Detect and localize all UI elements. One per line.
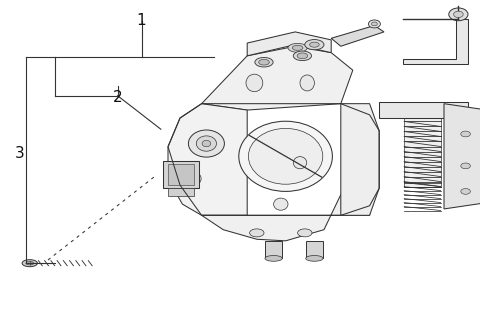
Ellipse shape [250,229,264,237]
Ellipse shape [259,59,269,65]
Ellipse shape [449,8,468,21]
Ellipse shape [461,131,470,137]
Ellipse shape [305,40,324,50]
Ellipse shape [22,260,37,267]
Polygon shape [202,46,353,110]
Polygon shape [168,188,194,196]
Polygon shape [331,26,384,46]
Polygon shape [404,116,441,187]
Ellipse shape [246,74,263,92]
Ellipse shape [249,129,323,184]
Ellipse shape [297,53,308,59]
Ellipse shape [306,256,323,261]
Ellipse shape [288,43,307,52]
Ellipse shape [292,45,303,50]
Ellipse shape [369,20,381,28]
Polygon shape [403,19,468,64]
Ellipse shape [26,262,34,265]
Ellipse shape [298,229,312,237]
Ellipse shape [265,256,282,261]
Ellipse shape [188,172,201,185]
Polygon shape [168,104,247,215]
Ellipse shape [293,51,312,61]
Ellipse shape [293,157,307,169]
Polygon shape [444,104,480,209]
Polygon shape [265,241,282,258]
Polygon shape [163,161,199,188]
Text: 1: 1 [137,13,146,28]
Text: 2: 2 [113,90,122,105]
Ellipse shape [310,42,319,47]
Ellipse shape [202,140,211,147]
Ellipse shape [255,57,273,67]
Polygon shape [202,191,370,241]
Polygon shape [379,102,468,118]
Ellipse shape [274,198,288,210]
Ellipse shape [454,11,463,18]
Polygon shape [306,241,323,258]
Polygon shape [168,164,194,185]
Polygon shape [341,104,379,215]
Polygon shape [247,32,331,56]
Ellipse shape [188,130,224,157]
Ellipse shape [461,163,470,169]
Text: 3: 3 [15,145,25,161]
Ellipse shape [372,22,377,26]
Ellipse shape [196,136,216,151]
Ellipse shape [300,75,314,91]
Ellipse shape [239,121,332,191]
Ellipse shape [461,189,470,194]
